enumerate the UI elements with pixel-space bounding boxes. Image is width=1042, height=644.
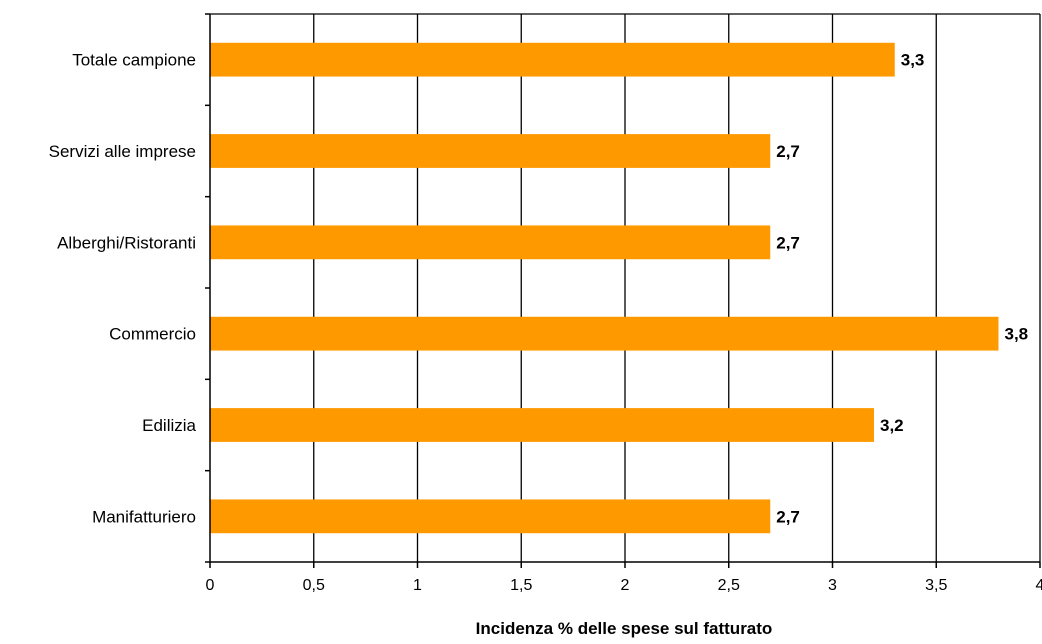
category-label: Manifatturiero [92, 507, 196, 526]
x-tick-label: 4 [1036, 577, 1042, 594]
bar [210, 316, 999, 351]
data-label: 2,7 [776, 142, 800, 161]
x-tick-label: 1 [413, 577, 422, 594]
x-tick-label: 3 [828, 577, 837, 594]
category-label: Commercio [109, 325, 196, 344]
bar [210, 42, 895, 77]
category-label: Edilizia [142, 416, 196, 435]
axes [205, 13, 1041, 568]
labels: Totale campione 3,3 Servizi alle imprese 2,… [49, 51, 1042, 594]
bars [210, 42, 999, 534]
x-tick-label: 0 [206, 577, 215, 594]
bar [210, 134, 771, 168]
bar [210, 225, 771, 260]
x-tick-label: 2 [621, 577, 630, 594]
x-tick-label: 1,5 [510, 577, 532, 594]
data-label: 3,3 [901, 51, 925, 70]
x-tick-label: 2,5 [718, 577, 740, 594]
bar [210, 499, 771, 534]
data-label: 3,2 [880, 416, 904, 435]
category-label: Alberghi/Ristoranti [57, 233, 196, 252]
x-tick-label: 3,5 [925, 577, 947, 594]
category-label: Servizi alle imprese [49, 142, 196, 161]
data-label: 2,7 [776, 507, 800, 526]
x-tick-label: 0,5 [303, 577, 325, 594]
x-axis-title: Incidenza % delle spese sul fatturato [476, 619, 773, 638]
bar [210, 408, 874, 442]
gridlines [210, 13, 1041, 562]
category-label: Totale campione [72, 51, 196, 70]
data-label: 3,8 [1005, 325, 1029, 344]
data-label: 2,7 [776, 233, 800, 252]
